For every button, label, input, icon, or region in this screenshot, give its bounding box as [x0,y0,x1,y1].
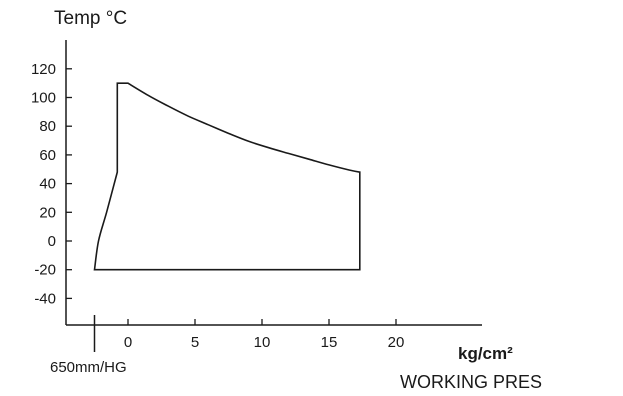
x-tick-label: 20 [388,334,405,351]
y-tick-label: 60 [39,147,56,164]
x-tick-label: 0 [124,334,132,351]
y-tick-label: 0 [48,233,56,250]
x-tick-label: 10 [254,334,271,351]
x-tick-label: 15 [321,334,338,351]
x-tick-group: 0 5 10 15 20 [124,319,405,351]
chart-title: Temp °C [54,8,127,29]
y-tick-label: -40 [34,290,56,307]
y-tick-group: 120 100 80 60 40 20 0 -20 -40 [31,61,72,307]
y-tick-label: 100 [31,90,56,107]
y-tick-label: 20 [39,204,56,221]
vacuum-label: 650mm/HG [50,359,127,376]
x-tick-label: 5 [191,334,199,351]
x-axis-label: WORKING PRES [400,372,542,392]
operating-envelope [93,82,361,271]
y-tick-label: 40 [39,176,56,193]
y-tick-label: 80 [39,118,56,135]
y-tick-label: -20 [34,262,56,279]
y-tick-label: 120 [31,61,56,78]
x-unit-label: kg/cm² [458,344,513,363]
